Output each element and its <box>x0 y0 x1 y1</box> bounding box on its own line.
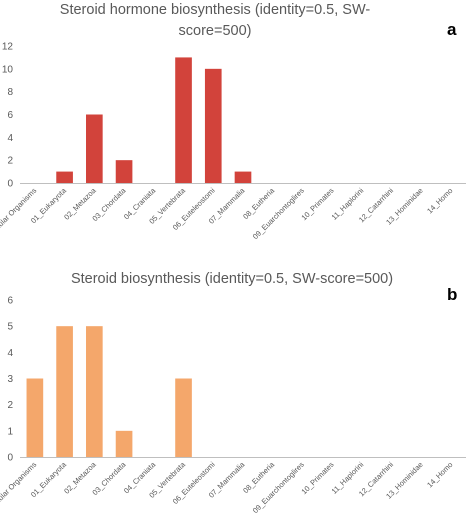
chart-b-ytick-label: 3 <box>7 374 13 385</box>
chart-a-title-line2: score=500) <box>179 23 252 39</box>
chart-b-ytick-label: 5 <box>7 322 13 333</box>
chart-a-title-line1: Steroid hormone biosynthesis (identity=0… <box>60 2 371 18</box>
chart-b-title-line1: Steroid biosynthesis (identity=0.5, SW-s… <box>71 271 393 287</box>
chart-a-bar <box>115 160 133 183</box>
chart-b-bar <box>26 378 44 457</box>
chart-b-xtick-label: 09_Euarchontoglires <box>251 460 306 515</box>
panel-label-b: b <box>447 285 457 304</box>
chart-a-ytick-label: 4 <box>7 133 13 144</box>
chart-a-ytick-label: 2 <box>7 156 13 167</box>
chart-steroid-biosynthesis: Steroid biosynthesis (identity=0.5, SW-s… <box>0 271 466 520</box>
chart-a-ytick-label: 6 <box>7 110 13 121</box>
chart-b-x-axis: 00_Cellular Organisms01_Eukaryota02_Meta… <box>0 459 455 520</box>
chart-a-bar <box>234 171 252 183</box>
chart-a-ytick-label: 8 <box>7 87 13 98</box>
chart-steroid-hormone-biosynthesis: Steroid hormone biosynthesis (identity=0… <box>0 2 466 246</box>
chart-b-y-axis: 0 1 2 3 4 5 6 <box>7 296 13 464</box>
chart-a-ytick-label: 0 <box>7 179 13 190</box>
chart-a-xtick-label: 14_Homo <box>425 186 454 215</box>
panel-label-a: a <box>447 20 457 39</box>
chart-b-ytick-label: 6 <box>7 296 13 307</box>
chart-a-bars <box>56 57 252 183</box>
chart-b-ytick-label: 2 <box>7 400 13 411</box>
chart-a-ytick-label: 10 <box>2 64 14 75</box>
chart-b-ytick-label: 1 <box>7 426 13 437</box>
chart-b-bar <box>56 326 73 457</box>
chart-b-xtick-label: 14_Homo <box>425 460 454 489</box>
chart-a-x-axis: 00_Cellular Organisms01_Eukaryota02_Meta… <box>0 185 455 246</box>
chart-a-bar <box>56 171 73 183</box>
chart-a-bar <box>86 114 103 183</box>
chart-b-ytick-label: 0 <box>7 453 13 464</box>
chart-b-bars <box>26 326 192 457</box>
chart-b-ytick-label: 4 <box>7 348 13 359</box>
chart-a-ytick-label: 12 <box>2 42 14 53</box>
chart-b-bar <box>175 378 192 457</box>
chart-a-y-axis: 0 2 4 6 8 10 12 <box>2 42 14 190</box>
chart-b-bar <box>115 430 133 457</box>
chart-a-bar <box>175 57 192 183</box>
chart-a-bar <box>204 68 222 183</box>
chart-a-xtick-label: 09_Euarchontoglires <box>251 186 306 241</box>
chart-b-bar <box>86 326 103 457</box>
